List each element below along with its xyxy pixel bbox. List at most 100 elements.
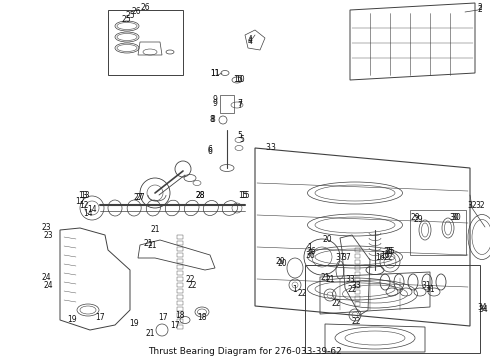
Bar	[355, 296, 360, 300]
Text: 2: 2	[478, 4, 482, 13]
Text: 20: 20	[322, 235, 332, 244]
Text: 5: 5	[240, 135, 245, 144]
Bar	[355, 272, 360, 276]
Text: 37: 37	[341, 253, 351, 262]
Bar	[177, 247, 183, 251]
Bar	[177, 289, 183, 293]
Bar	[177, 259, 183, 263]
Text: 22: 22	[347, 285, 357, 294]
Text: 23: 23	[41, 224, 51, 233]
Bar	[177, 295, 183, 299]
Text: 13: 13	[78, 190, 88, 199]
Text: 8: 8	[211, 116, 216, 125]
Bar	[177, 265, 183, 269]
Text: 21: 21	[147, 240, 157, 249]
Text: 29: 29	[410, 213, 420, 222]
Text: 9: 9	[213, 95, 218, 104]
Text: 20: 20	[275, 257, 285, 266]
Text: 10: 10	[235, 76, 245, 85]
Bar	[177, 301, 183, 305]
Bar	[355, 278, 360, 282]
Text: 21: 21	[150, 225, 160, 234]
Text: 36: 36	[306, 248, 316, 256]
Text: 20: 20	[277, 258, 287, 267]
Text: 18: 18	[175, 310, 185, 320]
Text: 14: 14	[87, 206, 97, 215]
Bar	[177, 271, 183, 275]
Text: 6: 6	[208, 148, 213, 157]
Text: 4: 4	[247, 37, 252, 46]
Bar	[355, 260, 360, 264]
Text: 37: 37	[335, 252, 345, 261]
Text: 25: 25	[121, 15, 131, 24]
Text: 32: 32	[467, 201, 477, 210]
Bar	[355, 266, 360, 270]
Text: 29: 29	[413, 216, 423, 225]
Text: 22: 22	[187, 280, 197, 289]
Text: 22: 22	[185, 275, 195, 284]
Text: 5: 5	[238, 131, 243, 140]
Text: 17: 17	[95, 314, 105, 323]
Text: 34: 34	[478, 306, 488, 315]
Text: 21: 21	[145, 329, 155, 338]
Text: 2: 2	[478, 5, 482, 14]
Text: 34: 34	[477, 303, 487, 312]
Text: 6: 6	[208, 145, 213, 154]
Text: 23: 23	[43, 230, 53, 239]
Text: 25: 25	[125, 12, 135, 21]
Text: 26: 26	[131, 8, 141, 17]
Text: 21: 21	[143, 238, 153, 248]
Text: 22: 22	[351, 318, 361, 327]
Text: 13: 13	[80, 192, 90, 201]
Text: 17: 17	[158, 314, 168, 323]
Bar	[355, 284, 360, 288]
Text: 28: 28	[195, 192, 205, 201]
Text: 4: 4	[247, 36, 252, 45]
Text: 18: 18	[197, 314, 207, 323]
Text: 1: 1	[293, 285, 297, 294]
Text: 35: 35	[383, 248, 393, 256]
Text: 12: 12	[79, 201, 89, 210]
Text: 3: 3	[270, 144, 275, 153]
Bar	[108, 10, 183, 75]
Text: 27: 27	[133, 194, 143, 202]
Bar	[177, 307, 183, 311]
Text: 11: 11	[210, 68, 220, 77]
Text: 7: 7	[238, 100, 243, 109]
Bar	[355, 290, 360, 294]
Bar	[410, 210, 466, 255]
Bar	[177, 283, 183, 287]
Text: 22: 22	[331, 298, 341, 307]
Text: 15: 15	[238, 192, 248, 201]
Text: 15: 15	[240, 192, 250, 201]
Text: 14: 14	[83, 208, 93, 217]
Text: 10: 10	[233, 76, 243, 85]
Bar	[305, 265, 480, 353]
Text: 36: 36	[305, 251, 315, 260]
Text: 17: 17	[170, 321, 180, 330]
Text: Thrust Bearing Diagram for 276-033-39-62: Thrust Bearing Diagram for 276-033-39-62	[148, 347, 342, 356]
Bar	[177, 235, 183, 239]
Text: 27: 27	[135, 194, 145, 202]
Text: 16: 16	[380, 251, 390, 260]
Text: 24: 24	[43, 280, 53, 289]
Text: 32: 32	[475, 201, 485, 210]
Text: 19: 19	[129, 319, 139, 328]
Text: 22: 22	[297, 288, 307, 297]
Text: 33: 33	[351, 280, 361, 289]
Bar	[177, 277, 183, 281]
Text: 7: 7	[238, 99, 243, 108]
Text: 28: 28	[195, 190, 205, 199]
Text: 16: 16	[375, 253, 385, 262]
Text: 26: 26	[140, 4, 150, 13]
Text: 24: 24	[41, 274, 51, 283]
Text: 12: 12	[75, 198, 85, 207]
Bar	[355, 302, 360, 306]
Text: 35: 35	[385, 248, 395, 256]
Text: 3: 3	[266, 143, 270, 152]
Text: 30: 30	[449, 213, 459, 222]
Bar	[177, 313, 183, 317]
Text: 11: 11	[210, 68, 220, 77]
Text: 9: 9	[213, 99, 218, 108]
Bar	[177, 325, 183, 329]
